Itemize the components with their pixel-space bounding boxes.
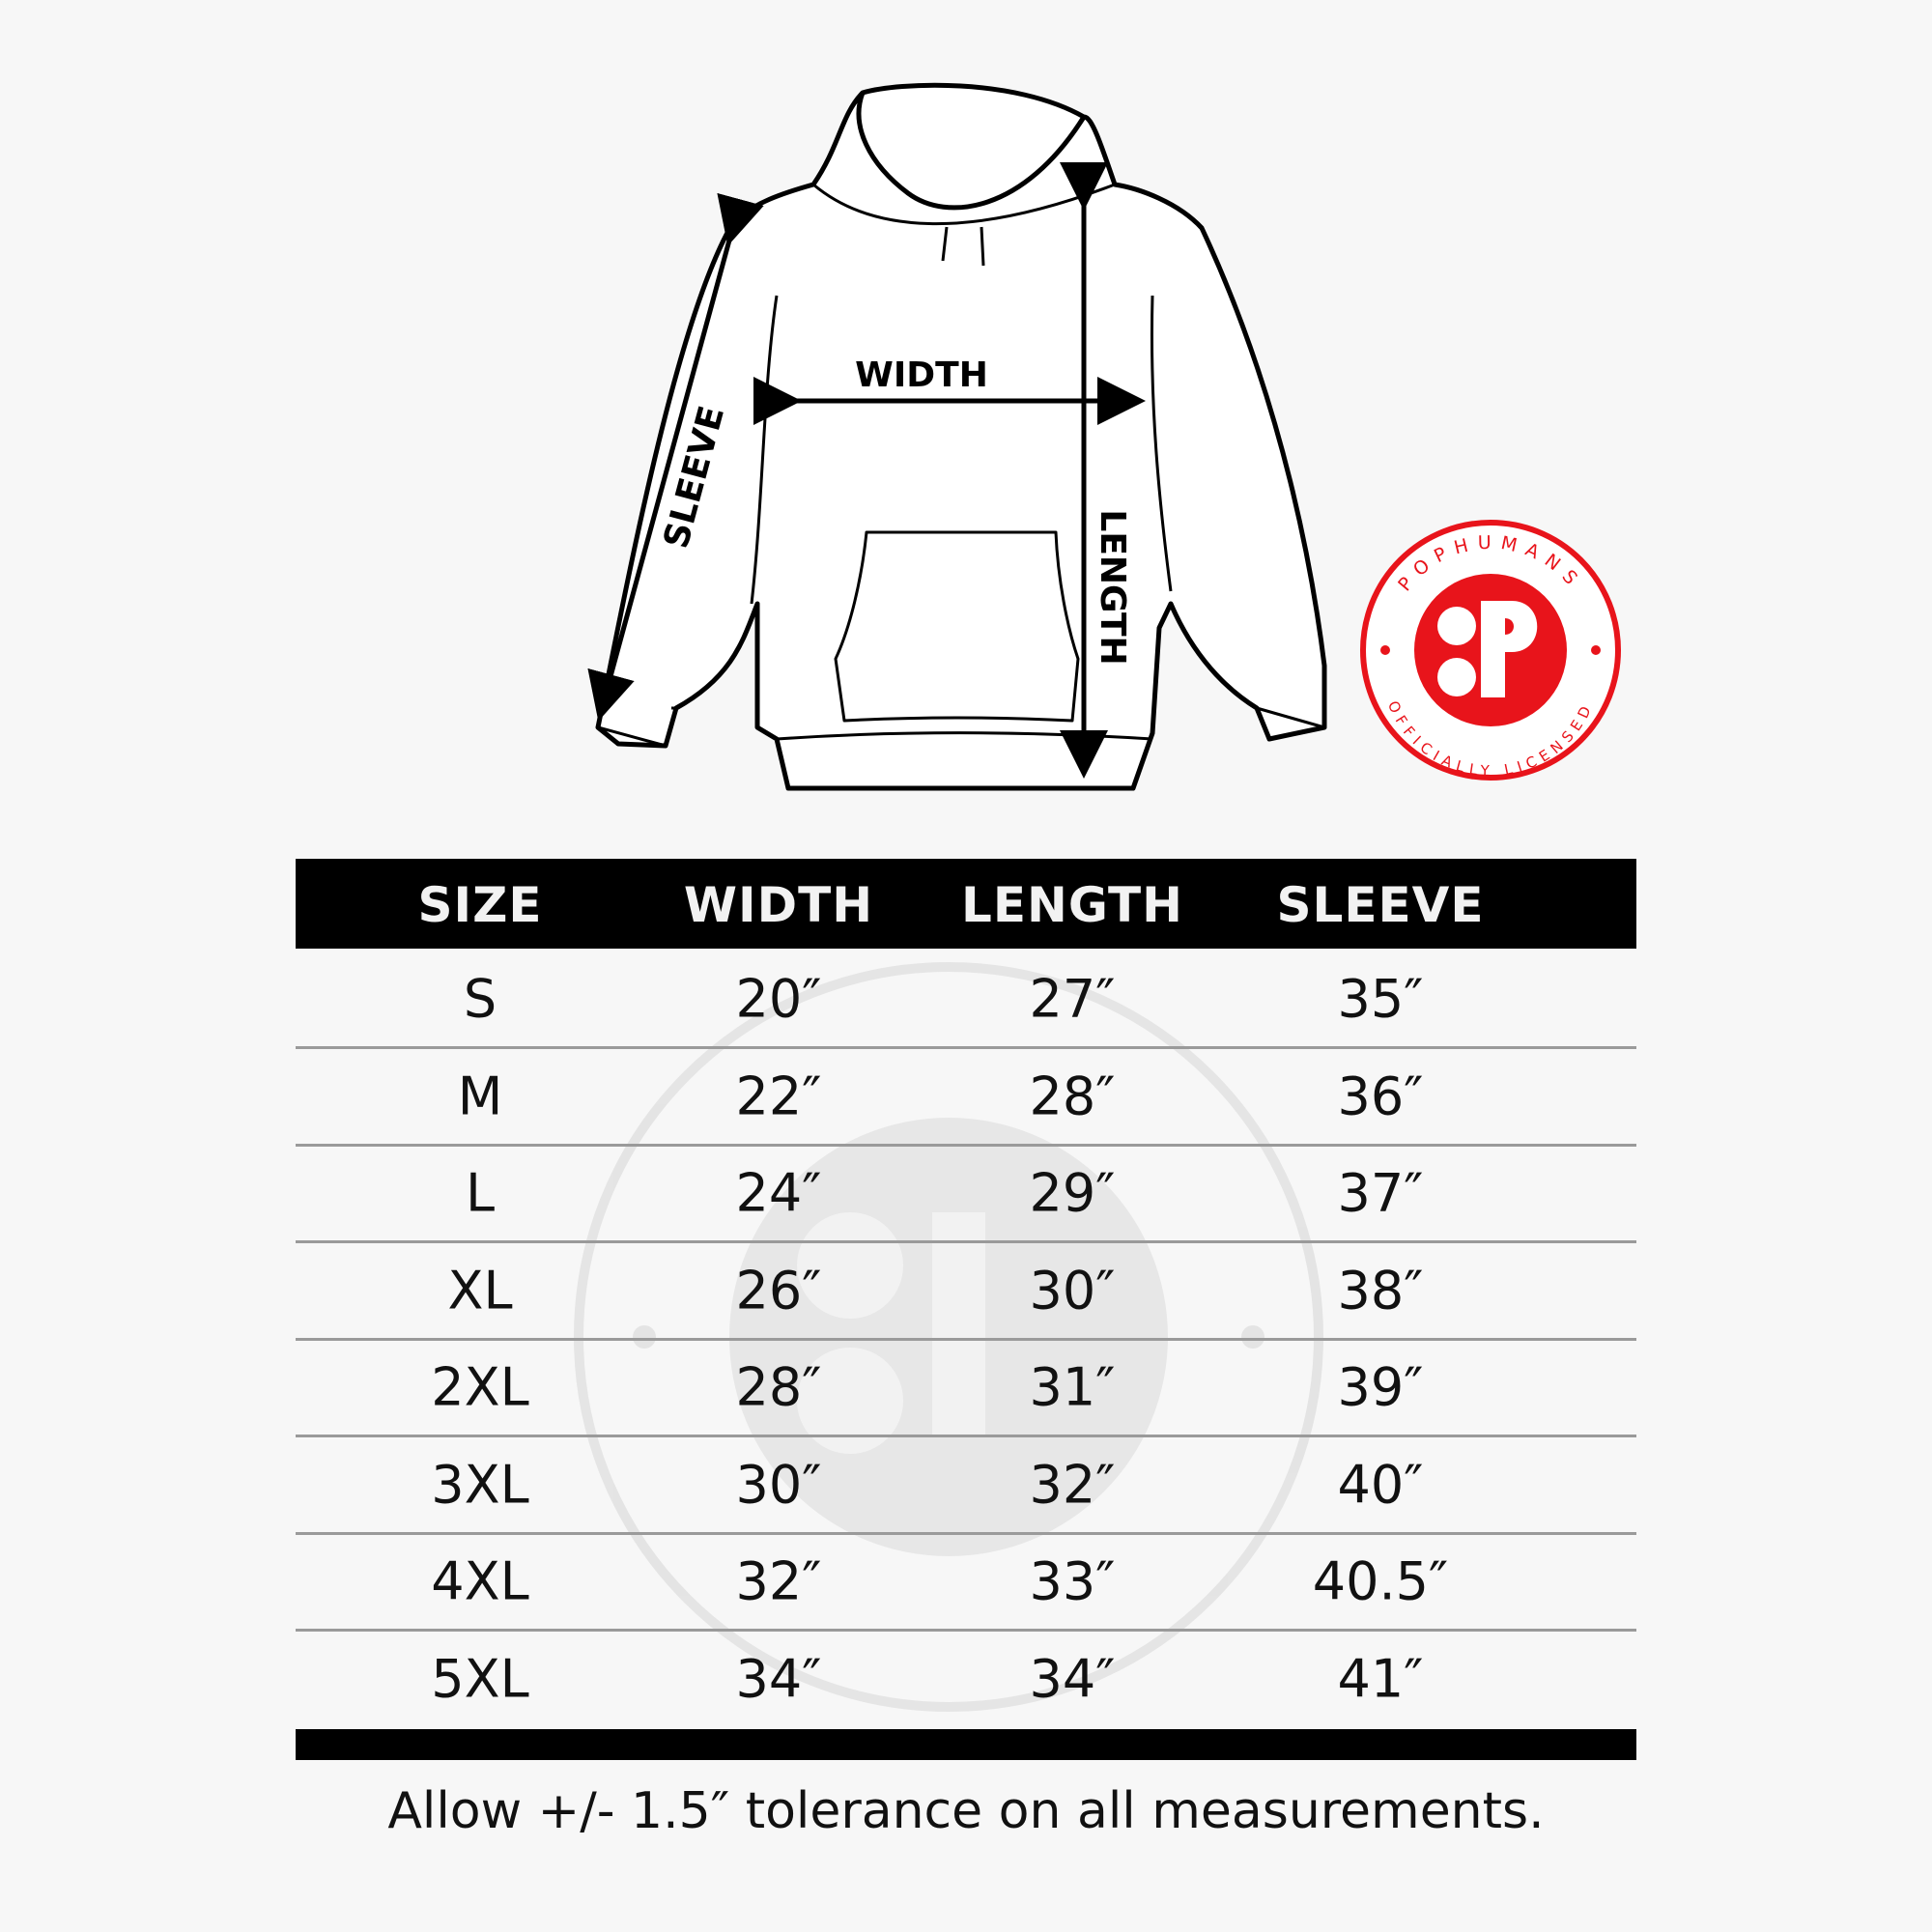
width-label: WIDTH [855,355,988,395]
row-divider [296,1531,1636,1535]
header-size: SIZE [417,877,543,933]
header-width: WIDTH [683,877,874,933]
table-cell-size: XL [447,1260,513,1321]
row-divider [296,1046,1636,1049]
pophumans-licensed-logo: POPHUMANS OFFICIALLY LICENSED [1360,520,1621,781]
table-cell-width: 28″ [735,1356,822,1418]
table-cell-sleeve: 40″ [1337,1454,1424,1515]
table-cell-sleeve: 41″ [1337,1648,1424,1709]
table-cell-width: 26″ [735,1260,822,1321]
table-cell-sleeve: 36″ [1337,1065,1424,1126]
table-cell-sleeve: 39″ [1337,1356,1424,1418]
table-cell-width: 34″ [735,1648,822,1709]
table-cell-length: 31″ [1029,1356,1116,1418]
table-cell-size: L [465,1162,496,1224]
tolerance-note: Allow +/- 1.5″ tolerance on all measurem… [387,1782,1545,1840]
table-cell-sleeve: 37″ [1337,1162,1424,1224]
size-table-header [296,859,1636,949]
header-length: LENGTH [961,877,1183,933]
table-cell-sleeve: 35″ [1337,968,1424,1030]
row-divider [296,1629,1636,1632]
table-cell-size: 4XL [431,1550,529,1612]
table-cell-length: 27″ [1029,968,1116,1030]
table-cell-sleeve: 38″ [1337,1260,1424,1321]
length-label: LENGTH [1093,509,1132,665]
table-cell-size: 3XL [431,1454,529,1515]
table-cell-length: 34″ [1029,1648,1116,1709]
table-cell-size: 2XL [431,1356,529,1418]
table-cell-length: 30″ [1029,1260,1116,1321]
table-cell-width: 22″ [735,1065,822,1126]
table-cell-size: M [457,1065,503,1126]
table-cell-length: 33″ [1029,1550,1116,1612]
table-cell-length: 32″ [1029,1454,1116,1515]
table-bottom-bar [296,1729,1636,1760]
watermark-logo [574,962,1323,1712]
table-cell-length: 29″ [1029,1162,1116,1224]
row-divider [296,1143,1636,1147]
row-divider [296,1435,1636,1437]
table-cell-sleeve: 40.5″ [1312,1550,1449,1612]
table-cell-size: S [463,968,497,1030]
hoodie-illustration [595,82,1327,791]
table-cell-width: 32″ [735,1550,822,1612]
table-cell-size: 5XL [431,1648,529,1709]
measurement-arrows [587,162,1146,779]
table-cell-width: 30″ [735,1454,822,1515]
table-cell-width: 24″ [735,1162,822,1224]
table-cell-length: 28″ [1029,1065,1116,1126]
table-cell-width: 20″ [735,968,822,1030]
header-sleeve: SLEEVE [1276,877,1485,933]
row-divider [296,1337,1636,1341]
row-divider [296,1240,1636,1243]
